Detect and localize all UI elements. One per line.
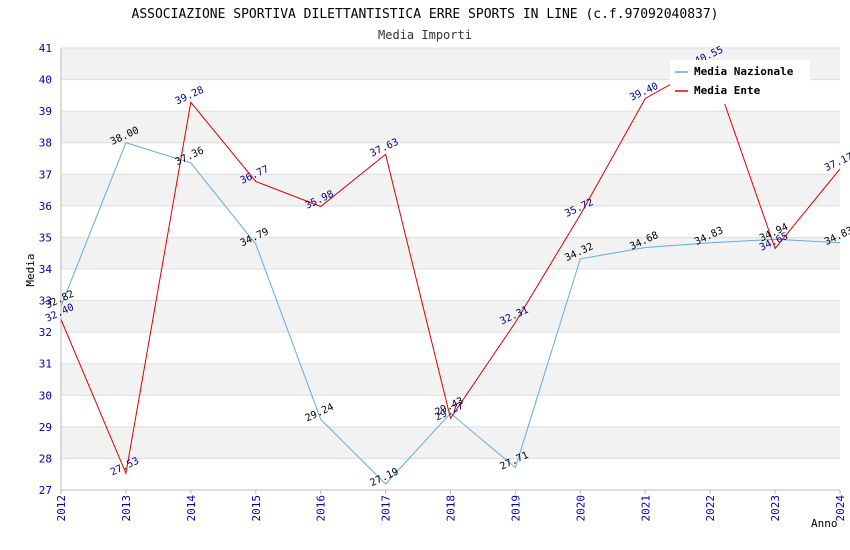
x-axis-label: Anno [811, 517, 838, 530]
data-label-media-nazionale-2014: 37.36 [174, 145, 206, 168]
y-tick-28: 28 [39, 452, 52, 465]
x-tick-2020: 2020 [574, 495, 587, 522]
y-tick-labels: 27 28 29 30 31 32 33 34 35 36 37 38 39 40 41 [39, 42, 53, 497]
axes [60, 48, 841, 494]
y-tick-40: 40 [39, 74, 52, 87]
x-tick-2023: 2023 [769, 495, 782, 522]
legend-label-media-nazionale: Media Nazionale [694, 65, 794, 78]
data-label-media-ente-2013: 27.53 [109, 456, 141, 479]
y-tick-31: 31 [39, 358, 52, 371]
x-tick-labels: 2012 2013 2014 2015 2016 2017 2018 2019 2020 2021… [55, 495, 847, 522]
y-tick-30: 30 [39, 389, 52, 402]
series-line-media-nazionale [60, 142, 841, 485]
data-label-media-ente-2014: 39.28 [174, 85, 206, 108]
grid-band-32 [61, 300, 840, 333]
legend-label-media-ente: Media Ente [694, 84, 761, 97]
x-tick-2022: 2022 [704, 495, 717, 522]
y-tick-39: 39 [39, 105, 52, 118]
y-tick-36: 36 [39, 200, 52, 213]
grid-bands [61, 48, 840, 459]
y-tick-27: 27 [39, 484, 52, 497]
grid-band-36 [61, 174, 840, 206]
y-tick-32: 32 [39, 326, 52, 339]
grid-band-30 [61, 363, 840, 396]
y-tick-38: 38 [39, 137, 52, 150]
x-tick-2019: 2019 [509, 495, 522, 522]
data-label-media-nazionale-2017: 27.19 [369, 466, 401, 489]
x-tick-2021: 2021 [639, 495, 652, 522]
x-tick-2015: 2015 [250, 495, 263, 522]
y-tick-37: 37 [39, 168, 52, 181]
data-label-media-ente-2024: 37.17 [823, 151, 850, 174]
x-tick-2024: 2024 [834, 495, 847, 522]
x-tick-2013: 2013 [120, 495, 133, 522]
x-tick-2018: 2018 [445, 495, 458, 522]
grid-band-28 [61, 426, 840, 459]
y-tick-33: 33 [39, 295, 52, 308]
grid-band-38 [61, 111, 840, 143]
y-tick-41: 41 [39, 42, 52, 55]
x-tick-2014: 2014 [185, 495, 198, 522]
chart-subtitle: Media Importi [378, 28, 472, 42]
legend: Media Nazionale Media Ente [670, 60, 810, 104]
chart-title: ASSOCIAZIONE SPORTIVA DILETTANTISTICA ER… [132, 7, 719, 22]
y-tick-35: 35 [39, 231, 52, 244]
y-tick-34: 34 [39, 263, 53, 276]
x-tick-2017: 2017 [380, 495, 393, 522]
x-tick-2012: 2012 [55, 495, 68, 522]
data-label-media-nazionale-2016: 29.24 [304, 402, 336, 425]
legend-box [670, 60, 810, 104]
y-tick-29: 29 [39, 421, 52, 434]
x-tick-2016: 2016 [315, 495, 328, 522]
y-axis-label: Media [24, 253, 37, 286]
